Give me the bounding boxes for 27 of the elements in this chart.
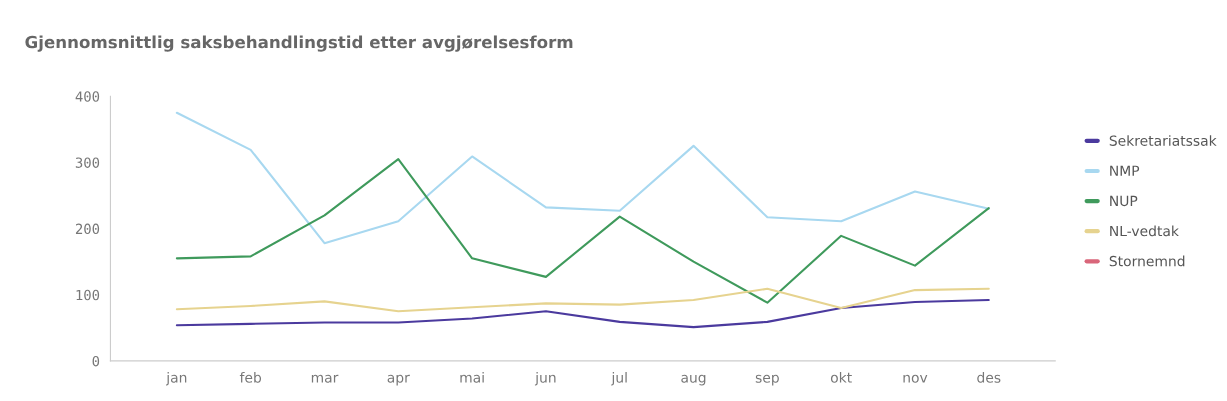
x-tick-label: sep <box>755 374 779 386</box>
x-tick-label: feb <box>239 372 262 383</box>
legend-label: NMP <box>1110 165 1140 176</box>
x-tick-label: okt <box>830 372 852 383</box>
x-tick-label: aug <box>681 374 706 386</box>
line-series <box>175 287 990 313</box>
x-tick-label: apr <box>387 374 410 386</box>
y-tick-label: 0 <box>92 355 100 367</box>
x-tick-label: mar <box>311 374 339 383</box>
x-tick-label: mai <box>460 372 484 383</box>
x-tick-label: jul <box>611 372 627 386</box>
y-tick-label: 100 <box>76 289 100 301</box>
legend-label: Sekretariatssak <box>1109 135 1217 146</box>
line-series <box>175 158 990 304</box>
line-series <box>175 111 990 245</box>
x-tick-label: jan <box>166 372 187 386</box>
y-tick-label: 300 <box>75 157 100 168</box>
y-tick-label: 400 <box>75 91 100 102</box>
legend-label: NUP <box>1110 195 1138 207</box>
y-tick-label: 200 <box>75 223 100 235</box>
x-tick-label: nov <box>903 374 928 383</box>
legend-label: NL-vedtak <box>1110 225 1179 237</box>
chart-title: Gjennomsnittlig saksbehandlingstid etter avgjørelsesform <box>25 35 573 52</box>
legend-label: Stornemnd <box>1109 255 1185 267</box>
x-tick-label: des <box>977 372 1001 383</box>
x-tick-label: jun <box>534 372 556 386</box>
line-series <box>175 298 990 329</box>
